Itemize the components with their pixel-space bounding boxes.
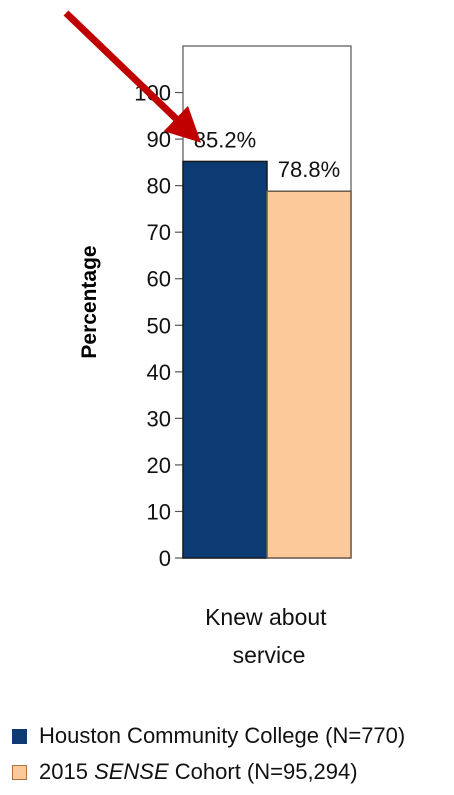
bars-group [182,160,352,559]
y-tick-label-10: 10 [147,499,171,524]
data-labels-group: 85.2% 78.8% [194,127,340,182]
y-tick-label-70: 70 [147,220,171,245]
bar-chart: 0102030405060708090100 85.2%78.8% Percen… [63,10,352,668]
y-tick-label-60: 60 [147,267,171,292]
legend-label-sense: 2015 SENSE Cohort (N=95,294) [39,759,358,784]
red-arrow-annotation [63,10,202,143]
data-label-series-2: 78.8% [278,157,340,182]
y-tick-label-50: 50 [147,313,171,338]
legend-label-hcc: Houston Community College (N=770) [39,723,406,748]
y-tick-label-20: 20 [147,453,171,478]
bar-series-2 [266,190,352,559]
category-label-line-1: Knew about [205,604,327,630]
legend-swatch-hcc [12,728,27,744]
y-tick-label-80: 80 [147,174,171,199]
y-tick-label-30: 30 [147,406,171,431]
y-axis: 0102030405060708090100 [134,81,183,571]
data-label-series-1: 85.2% [194,127,256,152]
category-label-line-2: service [233,642,306,668]
legend-item-hcc: Houston Community College (N=770) [12,718,405,754]
y-axis-title: Percentage [78,245,101,358]
legend: Houston Community College (N=770) 2015 S… [12,718,405,790]
y-tick-label-40: 40 [147,360,171,385]
category-label: Knew about service [205,604,333,668]
bar-series-1 [182,160,268,559]
y-tick-label-0: 0 [159,546,171,571]
legend-item-sense: 2015 SENSE Cohort (N=95,294) [12,754,405,790]
legend-swatch-sense [12,764,27,780]
y-tick-label-90: 90 [147,127,171,152]
